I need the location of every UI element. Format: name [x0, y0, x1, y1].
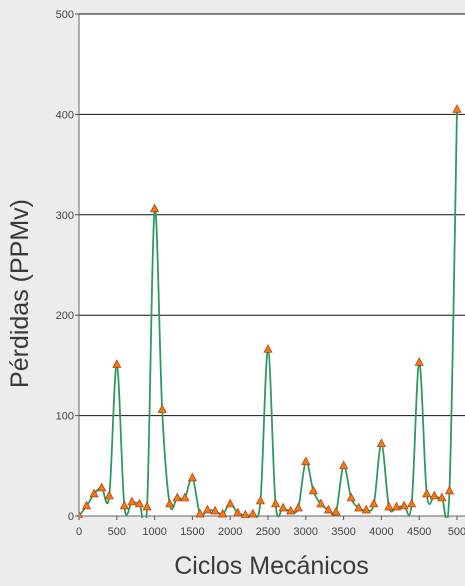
y-tick-label-300: 300	[56, 210, 74, 222]
data-point-2300	[248, 508, 258, 518]
data-point-1900	[218, 508, 228, 518]
data-point-200	[89, 488, 99, 498]
data-point-4300	[399, 500, 409, 510]
data-point-4500	[414, 357, 424, 366]
data-point-3200	[316, 498, 326, 508]
x-tick-label-4000: 4000	[369, 526, 393, 538]
data-point-3800	[361, 504, 371, 514]
data-point-3600	[346, 492, 356, 502]
data-point-300	[97, 482, 107, 492]
y-tick-label-500: 500	[56, 9, 74, 21]
data-point-2700	[278, 502, 288, 512]
data-point-3100	[308, 485, 318, 495]
data-point-2900	[293, 502, 303, 512]
data-point-4800	[437, 492, 447, 502]
data-point-3300	[323, 504, 334, 514]
data-point-1800	[210, 505, 220, 515]
data-point-600	[119, 500, 129, 510]
data-point-3900	[369, 498, 379, 508]
x-tick-label-4500: 4500	[407, 526, 431, 538]
x-tick-label-3500: 3500	[331, 526, 355, 538]
data-point-1400	[180, 492, 190, 502]
data-point-2600	[270, 498, 281, 508]
data-point-1700	[202, 504, 213, 514]
data-point-4200	[391, 501, 402, 511]
data-point-900	[142, 501, 152, 511]
data-point-800	[134, 498, 145, 508]
x-tick-label-5000: 500	[448, 526, 465, 538]
data-point-2400	[255, 495, 266, 505]
data-point-0	[79, 510, 83, 518]
x-tick-label-0: 0	[76, 526, 82, 538]
data-point-2500	[263, 344, 273, 353]
data-point-1500	[187, 472, 197, 482]
data-point-1100	[157, 404, 167, 413]
x-axis-title: Ciclos Mecánicos	[174, 552, 369, 580]
data-point-3400	[331, 506, 341, 516]
data-point-2800	[286, 505, 296, 515]
y-tick-label-0: 0	[68, 511, 74, 523]
data-point-4100	[384, 501, 394, 511]
data-point-4600	[422, 488, 432, 498]
data-point-1200	[165, 498, 175, 508]
data-point-1600	[195, 508, 205, 518]
data-point-2200	[240, 509, 250, 518]
data-point-400	[104, 490, 114, 500]
data-point-4700	[429, 490, 439, 500]
data-point-4900	[444, 485, 455, 495]
series-0	[79, 104, 462, 518]
x-tick-label-1000: 1000	[142, 526, 166, 538]
data-point-5000	[452, 104, 462, 113]
x-tick-label-1500: 1500	[180, 526, 204, 538]
data-point-700	[127, 496, 137, 506]
data-point-3000	[301, 456, 311, 466]
x-tick-label-2500: 2500	[256, 526, 280, 538]
data-point-3700	[354, 502, 364, 512]
data-point-3500	[339, 460, 349, 470]
y-tick-label-100: 100	[56, 411, 74, 423]
data-point-500	[112, 359, 122, 368]
data-point-2100	[233, 507, 243, 517]
data-point-4000	[376, 438, 386, 448]
data-point-100	[81, 500, 92, 510]
data-point-1300	[172, 492, 182, 502]
x-tick-label-3000: 3000	[294, 526, 318, 538]
data-point-2000	[225, 498, 235, 508]
y-tick-label-200: 200	[56, 310, 74, 322]
x-tick-label-2000: 2000	[218, 526, 242, 538]
data-point-1000	[150, 203, 160, 213]
data-point-4400	[407, 498, 417, 508]
x-tick-label-500: 500	[108, 526, 126, 538]
y-tick-label-400: 400	[56, 109, 74, 121]
